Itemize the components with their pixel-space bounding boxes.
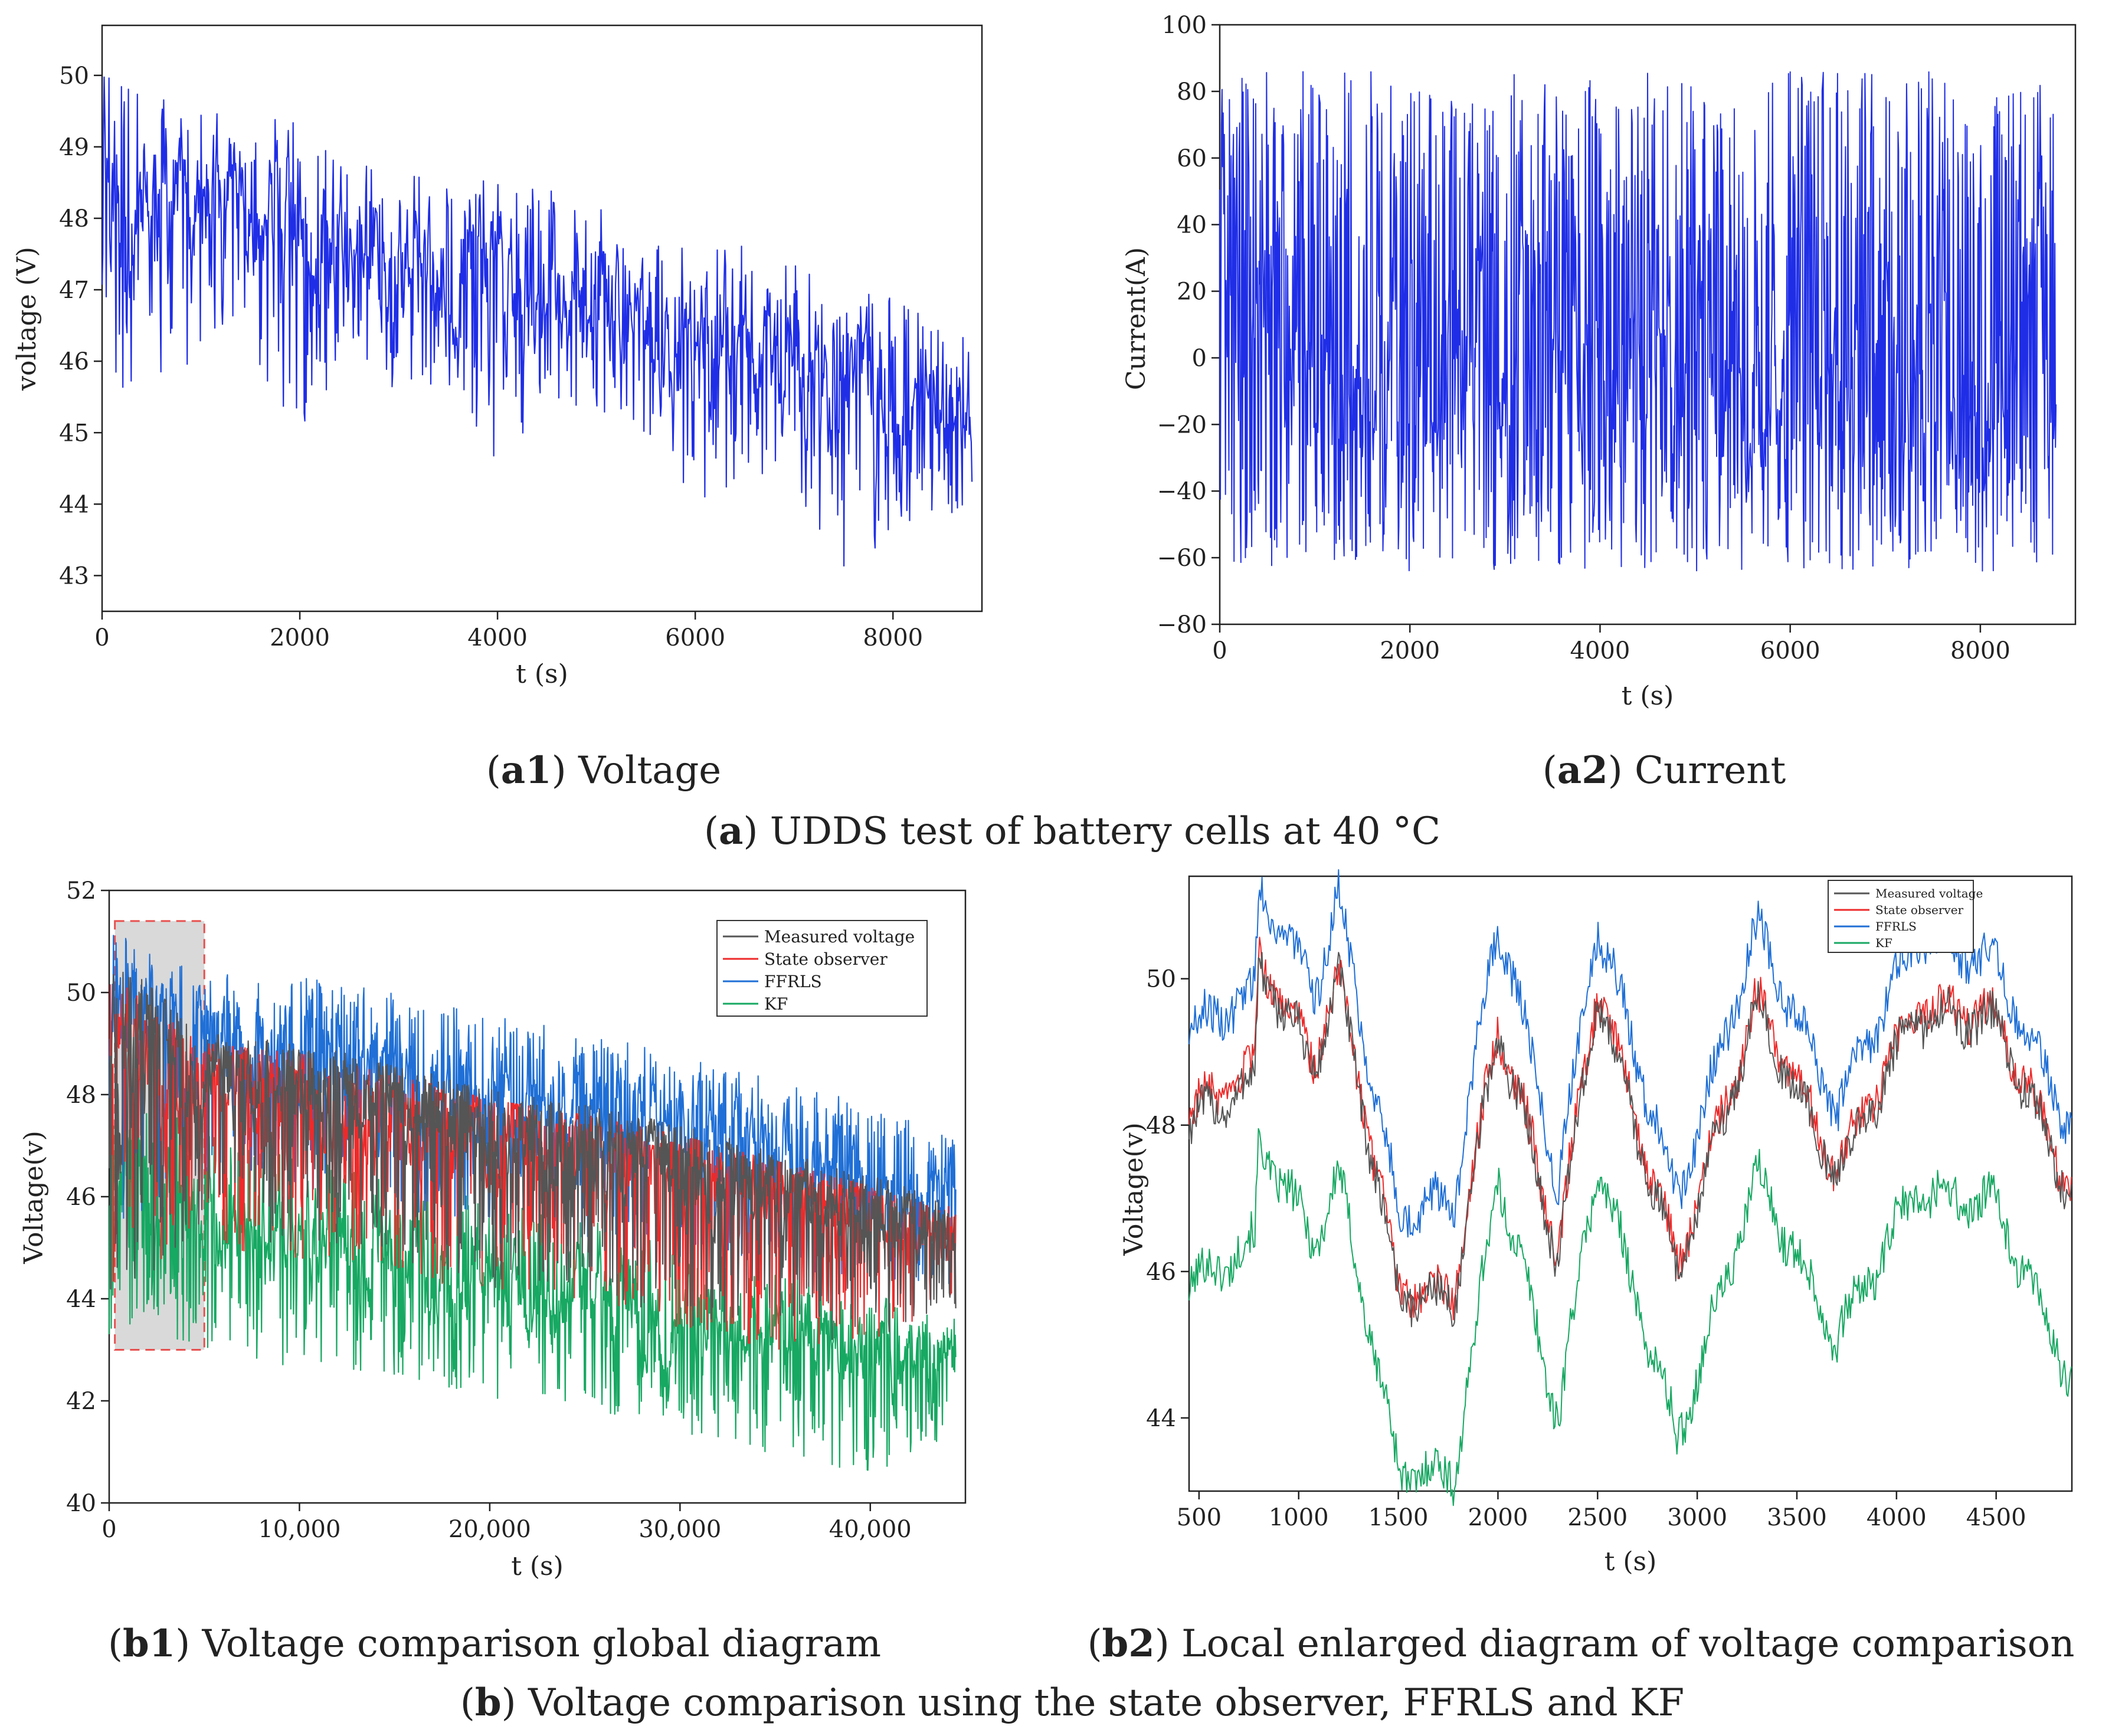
x-tick-label: 4000 [467, 624, 528, 651]
x-axis-label: t (s) [516, 659, 568, 689]
y-tick-label: 50 [59, 63, 89, 90]
y-tick-label: 50 [1146, 966, 1176, 993]
x-tick-label: 1000 [1269, 1504, 1329, 1531]
y-tick-label: 49 [59, 134, 89, 161]
x-tick-label: 3500 [1767, 1504, 1827, 1531]
x-tick-label: 2000 [1380, 637, 1440, 664]
series-voltage-line [101, 76, 973, 567]
plot-frame [101, 24, 983, 612]
legend-entry: Measured voltage [764, 927, 915, 946]
y-tick-label: 42 [66, 1388, 96, 1415]
y-tick-label: 0 [1192, 345, 1207, 372]
x-tick-label: 500 [1177, 1504, 1222, 1531]
series-measured-voltage-line [1188, 952, 2072, 1328]
x-tick-label: 8000 [863, 624, 923, 651]
caption-a1: (a1) Voltage [486, 748, 721, 792]
x-tick-label: 20,000 [448, 1516, 531, 1543]
x-tick-label: 40,000 [829, 1516, 912, 1543]
y-axis-label: Voltage(v) [1119, 1122, 1149, 1256]
y-tick-label: −60 [1157, 545, 1207, 572]
y-tick-label: −80 [1157, 611, 1207, 638]
x-tick-label: 0 [101, 1516, 116, 1543]
x-tick-label: 2000 [270, 624, 330, 651]
x-axis-label: t (s) [1605, 1547, 1657, 1577]
legend-entry: FFRLS [1875, 919, 1917, 933]
chart-a1: 0 2000 4000 6000 8000 43 44 45 46 47 48 49 50 t (s) vo… [12, 24, 983, 689]
x-tick-label: 6000 [1760, 637, 1820, 664]
y-tick-label: 48 [59, 205, 89, 232]
x-tick-label: 6000 [665, 624, 725, 651]
y-tick-label: 47 [59, 277, 89, 304]
series-current-line [1219, 71, 2057, 572]
x-tick-label: 30,000 [638, 1516, 721, 1543]
x-tick-label: 8000 [1950, 637, 2011, 664]
chart-a2: 0 2000 4000 6000 8000 −80 −60 −40 −20 0 20 40 60 80 10… [1121, 12, 2077, 711]
y-tick-label: 100 [1162, 12, 1207, 39]
x-tick-label: 4000 [1570, 637, 1630, 664]
y-tick-label: 44 [1146, 1405, 1176, 1432]
caption-b1: (b1) Voltage comparison global diagram [108, 1622, 881, 1666]
series-ffrls-line [1188, 869, 2072, 1238]
y-tick-label: 43 [59, 562, 89, 589]
y-tick-label: 44 [59, 491, 89, 518]
caption-b: (b) Voltage comparison using the state o… [460, 1681, 1684, 1725]
legend-entry: KF [1875, 936, 1892, 950]
legend-entry: FFRLS [764, 972, 822, 991]
y-tick-label: 52 [66, 877, 96, 905]
y-axis-label: Voltage(v) [19, 1131, 49, 1265]
chart-b2: 500 1000 1500 2000 2500 3000 3500 4000 4500 44 46 4… [1119, 869, 2073, 1577]
series-kf-line [1188, 1128, 2072, 1506]
y-axis-label: voltage (V) [12, 247, 42, 391]
x-tick-label: 0 [1212, 637, 1227, 664]
y-tick-label: 80 [1177, 78, 1207, 106]
legend-entry: State observer [1875, 903, 1964, 917]
legend-entry: Measured voltage [1875, 886, 1983, 900]
y-tick-label: 50 [66, 980, 96, 1007]
y-tick-label: 48 [66, 1082, 96, 1109]
caption-b2: (b2) Local enlarged diagram of voltage c… [1088, 1622, 2075, 1666]
y-tick-label: 48 [1146, 1112, 1176, 1139]
x-tick-label: 0 [94, 624, 109, 651]
x-tick-label: 2500 [1567, 1504, 1628, 1531]
x-tick-label: 4000 [1867, 1504, 1927, 1531]
caption-a: (a) UDDS test of battery cells at 40 °C [704, 809, 1440, 853]
x-tick-label: 3000 [1667, 1504, 1727, 1531]
y-tick-label: 20 [1177, 279, 1207, 306]
chart-b1: 0 10,000 20,000 30,000 40,000 40 42 44 46 48 50 52 t… [19, 877, 967, 1581]
x-tick-label: 10,000 [258, 1516, 340, 1543]
y-tick-label: 46 [59, 348, 89, 375]
y-tick-label: 40 [1177, 212, 1207, 239]
y-tick-label: 60 [1177, 145, 1207, 172]
legend-entry: KF [764, 994, 788, 1014]
legend-box [716, 920, 928, 1017]
y-tick-label: 45 [59, 420, 89, 447]
series-kf-line [108, 1096, 957, 1471]
x-axis-label: t (s) [1622, 681, 1674, 711]
legend-box [1828, 880, 1974, 953]
y-tick-label: 46 [1146, 1259, 1176, 1286]
y-tick-label: 46 [66, 1184, 96, 1211]
series-measured-voltage-line [108, 971, 957, 1340]
x-tick-label: 1500 [1368, 1504, 1429, 1531]
caption-a2: (a2) Current [1543, 748, 1786, 792]
plot-frame [1188, 875, 2073, 1492]
y-tick-label: 40 [66, 1490, 96, 1517]
x-axis-label: t (s) [511, 1551, 564, 1581]
y-axis-label: Current(A) [1121, 247, 1151, 390]
y-tick-label: 44 [66, 1286, 96, 1313]
y-tick-label: −40 [1157, 478, 1207, 505]
x-tick-label: 2000 [1468, 1504, 1528, 1531]
legend-entry: State observer [764, 949, 888, 969]
x-tick-label: 4500 [1966, 1504, 2026, 1531]
y-tick-label: −20 [1157, 411, 1207, 438]
